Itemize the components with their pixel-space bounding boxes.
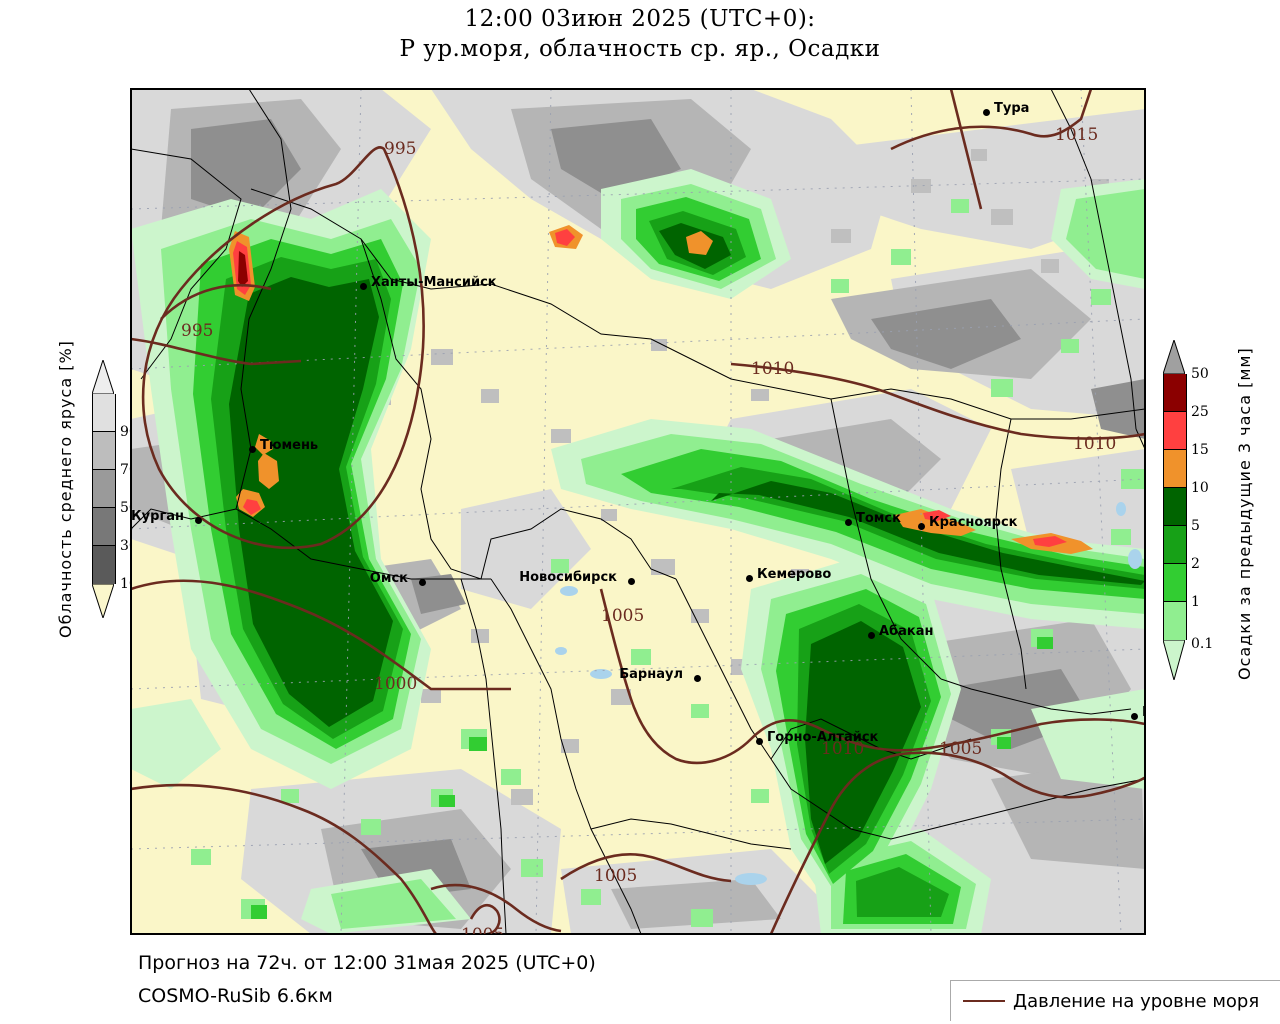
title-line-2: P ур.моря, облачность ср. яр., Осадки [399,36,881,62]
precip-tick-10: 10 [1191,480,1209,496]
city-dot-icon [918,523,925,530]
cloud-seg-50 [93,470,115,508]
precip-tick-50: 50 [1191,366,1209,382]
city-dot-icon [845,519,852,526]
borders-layer [131,89,1145,934]
isobar-label: 995 [181,321,214,341]
precip-colorbar-top-arrow [1163,340,1185,374]
precip-tick-0-1: 0.1 [1191,636,1214,652]
pressure-legend-label: Давление на уровне моря [1013,991,1260,1012]
city-dot-icon [983,109,990,116]
precip-tick-15: 15 [1191,442,1209,458]
precip-tick-25: 25 [1191,404,1209,420]
precipitation-colorbar-title: Осадки за предыдущие 3 часа [мм] [1235,347,1254,680]
isobar-label: 1005 [601,606,645,626]
precip-seg-50 [1164,374,1186,412]
precip-tick-5: 5 [1191,518,1200,534]
cloud-seg-10 [93,546,115,584]
city-label: Омск [369,571,408,586]
isobar-label: 1015 [1055,125,1099,145]
precip-colorbar-scale [1163,374,1187,640]
pressure-legend: Давление на уровне моря [950,980,1280,1021]
city-label: Абакан [879,624,934,639]
precip-tick-2: 2 [1191,556,1200,572]
city-dot-icon [746,575,753,582]
precip-seg-5 [1164,526,1186,564]
isobar-label: 1000 [374,674,418,694]
isobar-label: 1005 [939,739,983,759]
precip-tick-1: 1 [1191,594,1200,610]
cloudiness-colorbar-title: Облачность среднего яруса [%] [56,340,75,638]
precip-layer-50 [238,251,248,287]
city-label: Новосибирск [519,570,617,585]
city-dot-icon [195,517,202,524]
cloudiness-colorbar-scale [92,394,116,584]
isobar-label: 1010 [1073,434,1117,454]
city-label: Барнаул [619,667,683,682]
precip-seg-15 [1164,450,1186,488]
isobar-label: 1010 [751,359,795,379]
precip-seg-25 [1164,412,1186,450]
pressure-legend-line [963,1000,1005,1002]
cloud-seg-30 [93,508,115,546]
isobar-label: 1010 [821,739,865,759]
cloud-seg-70 [93,432,115,470]
isobar-label: 1005 [461,925,505,935]
city-dot-icon [756,738,763,745]
water-layer [555,502,1142,885]
city-dot-icon [360,283,367,290]
model-info: COSMO-RuSib 6.6км [138,985,333,1007]
city-dot-icon [249,446,256,453]
precip-seg-1 [1164,602,1186,640]
precip-seg-2 [1164,564,1186,602]
isobars-layer [131,89,1145,934]
title-line-1: 12:00 03июн 2025 (UTC+0): [464,6,816,32]
isobar-label: 1005 [594,866,638,886]
city-label: Ханты-Мансийск [371,275,497,290]
weather-map[interactable]: 995 995 1015 1010 1010 1005 1000 1010 1005 1005 10… [130,88,1146,935]
cloudiness-colorbar-bottom-arrow [92,584,114,618]
city-label: Тура [994,101,1030,116]
city-label: Красноярск [929,515,1018,530]
city-dot-icon [1131,713,1138,720]
precip-colorbar-bottom-arrow [1163,640,1185,680]
city-label: Тюмень [260,438,319,453]
city-label: Курган [131,509,184,524]
city-label: Горно-Алтайск [767,730,879,745]
cloud-seg-90 [93,394,115,432]
map-canvas [131,89,1145,934]
city-label: Томск [856,511,901,526]
page-title: 12:00 03июн 2025 (UTC+0): P ур.моря, обл… [0,4,1280,64]
city-dot-icon [694,675,701,682]
isobar-label: 995 [384,139,417,159]
city-dot-icon [628,578,635,585]
city-dot-icon [868,632,875,639]
city-dot-icon [419,579,426,586]
city-label: Кызыл [1142,705,1145,720]
city-label: Кемерово [757,567,832,582]
precip-seg-10 [1164,488,1186,526]
forecast-info: Прогноз на 72ч. от 12:00 31мая 2025 (UTC… [138,952,596,974]
cloudiness-colorbar-top-arrow [92,360,114,394]
